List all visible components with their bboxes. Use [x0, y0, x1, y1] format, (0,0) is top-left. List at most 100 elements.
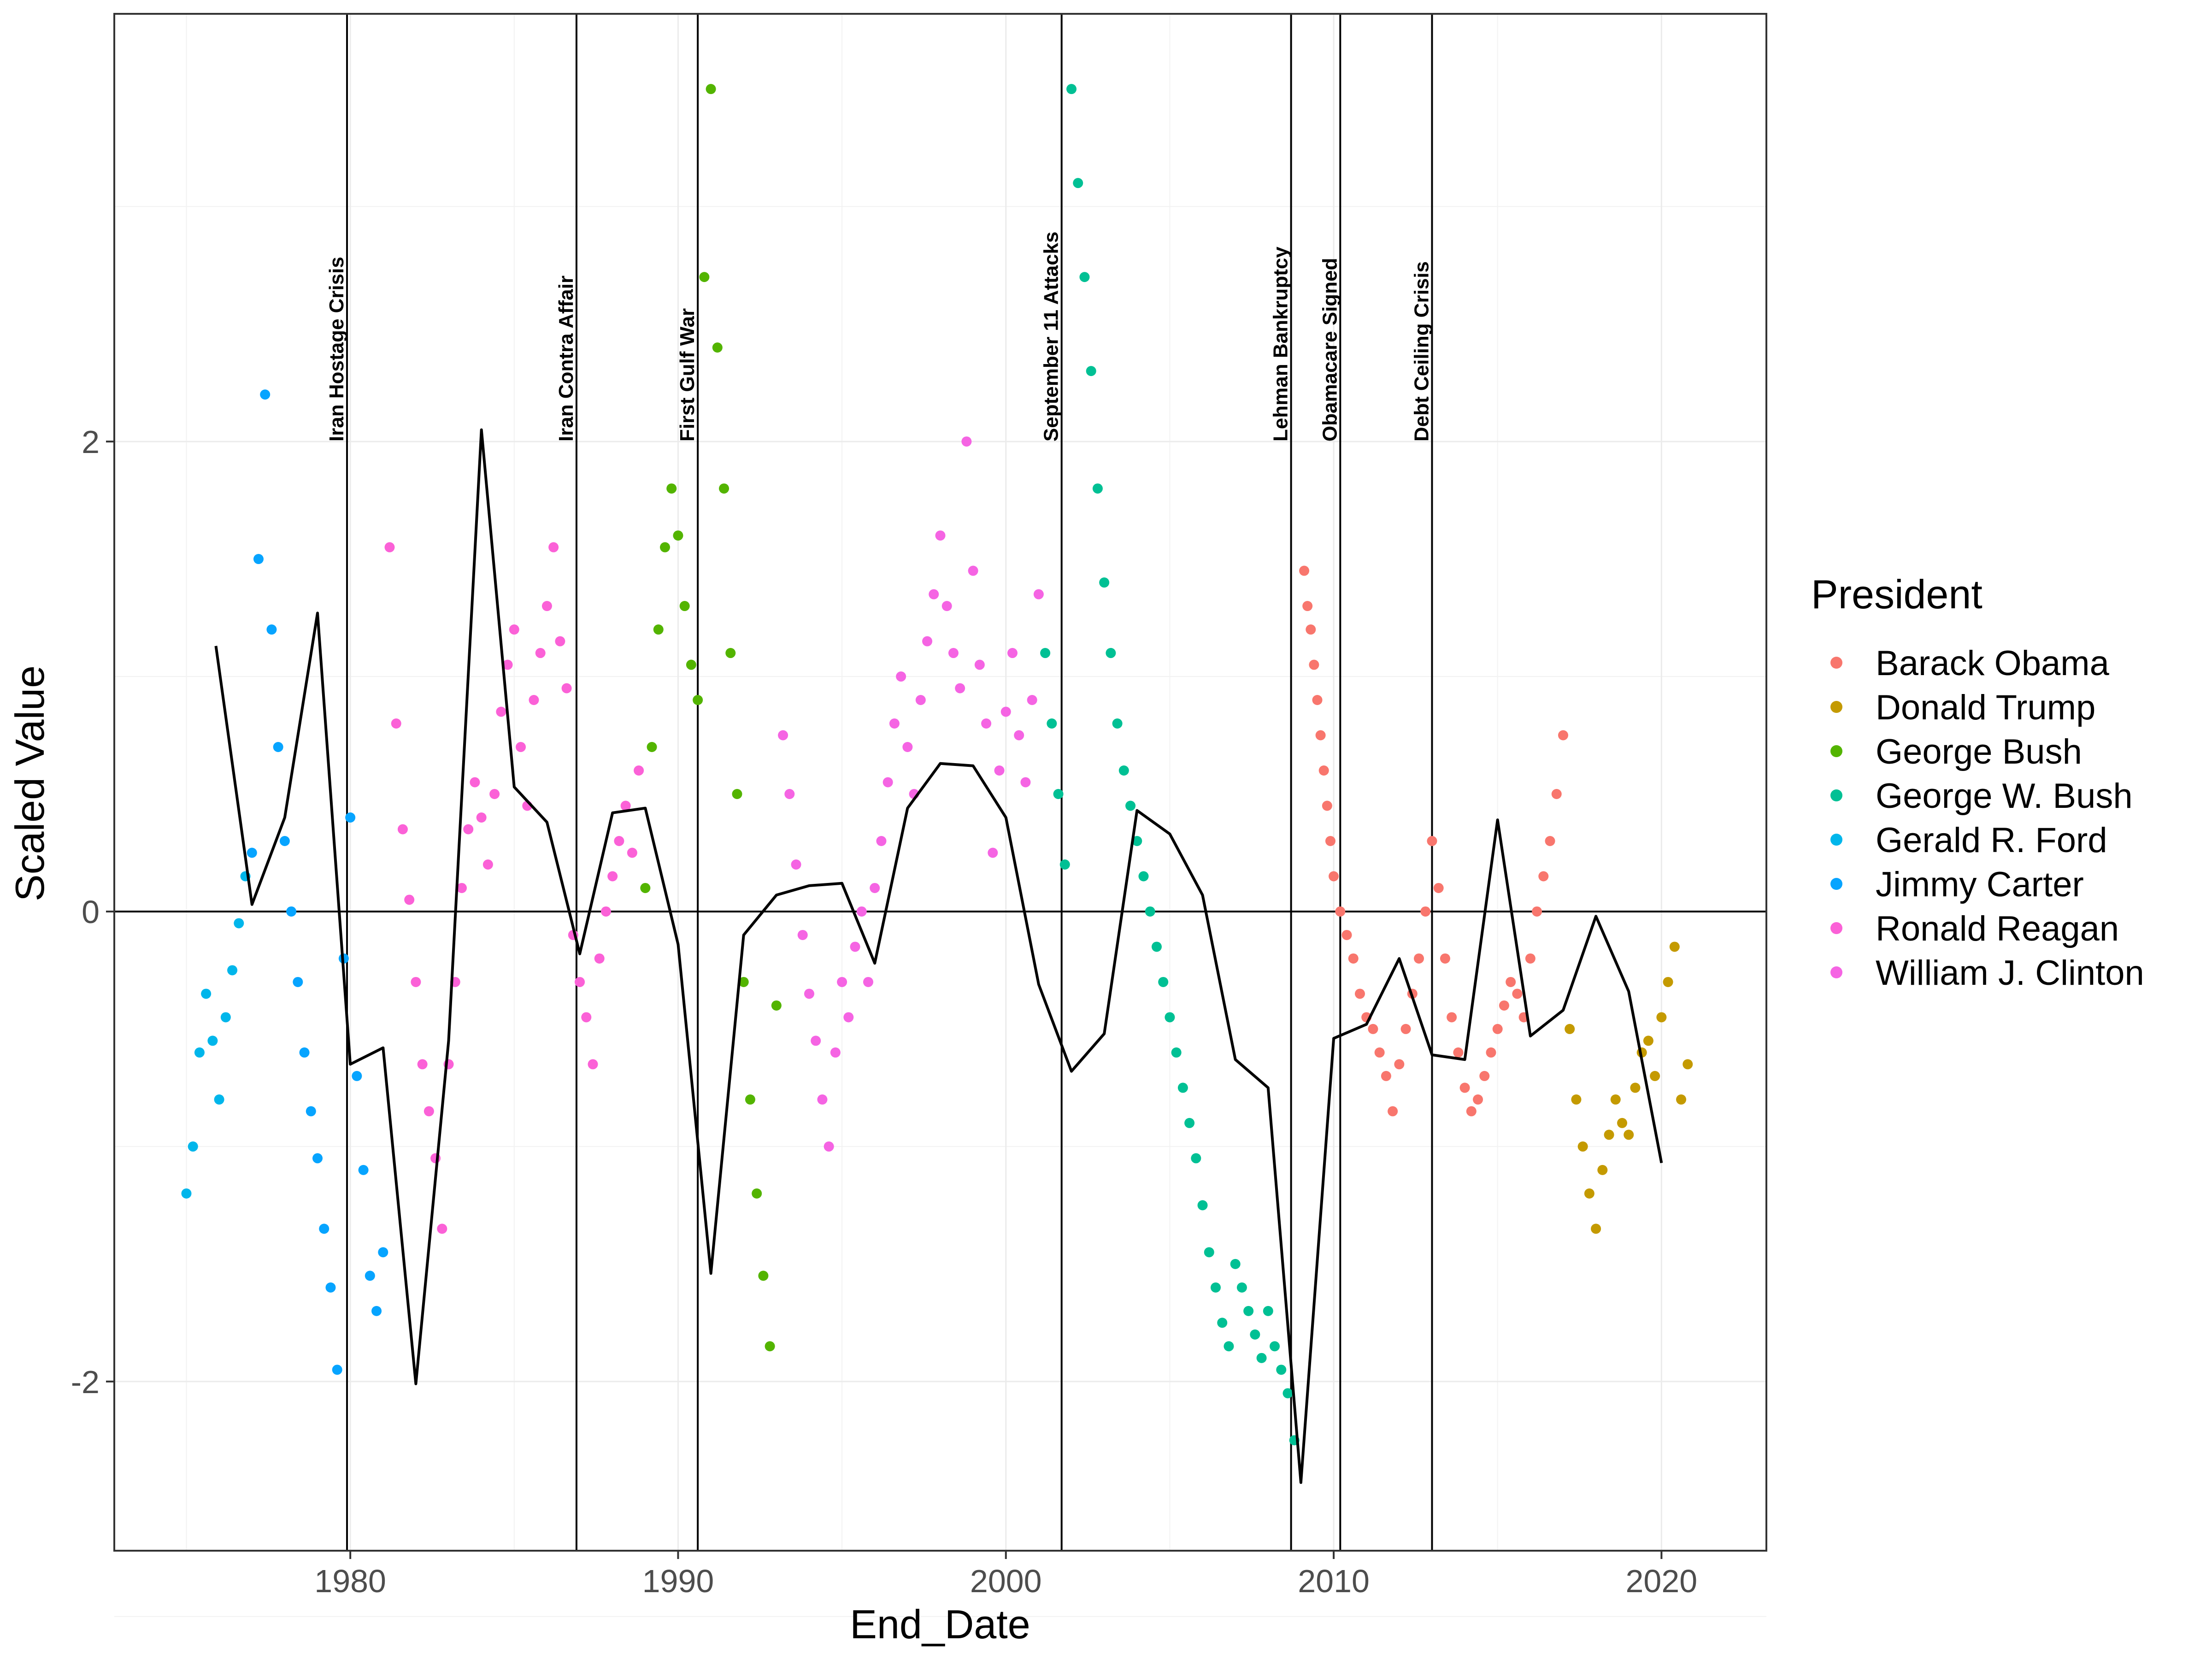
data-point — [555, 636, 565, 647]
data-point — [1512, 988, 1523, 999]
trend-line — [214, 428, 1663, 1484]
data-point — [929, 589, 939, 600]
data-point — [1014, 730, 1024, 741]
data-point — [1597, 1165, 1608, 1175]
data-point — [1459, 1082, 1470, 1093]
data-point — [594, 953, 605, 964]
data-point — [1499, 1000, 1509, 1011]
data-point — [253, 554, 264, 565]
x-tick-label: 1980 — [314, 1563, 386, 1599]
data-point — [1414, 953, 1424, 964]
data-point — [391, 718, 401, 729]
data-point — [1118, 765, 1129, 776]
data-point — [476, 812, 487, 823]
data-point — [417, 1059, 428, 1070]
data-point — [424, 1106, 434, 1117]
data-point — [1427, 835, 1437, 846]
data-point — [358, 1165, 369, 1175]
data-point — [837, 977, 847, 987]
data-point — [1243, 1306, 1254, 1316]
data-point — [758, 1271, 769, 1281]
data-point — [817, 1094, 828, 1105]
data-point — [1066, 84, 1077, 94]
data-point — [1276, 1365, 1287, 1375]
data-point — [181, 1188, 192, 1199]
data-point — [1132, 835, 1142, 846]
data-point — [371, 1306, 382, 1316]
data-point — [1565, 1024, 1575, 1034]
data-point — [1329, 871, 1339, 882]
data-point — [286, 906, 297, 917]
data-point — [352, 1071, 362, 1081]
data-point — [279, 835, 290, 846]
legend-label: Gerald R. Ford — [1876, 821, 2107, 860]
data-point — [1256, 1353, 1267, 1363]
data-point — [1433, 882, 1444, 893]
data-point — [922, 636, 933, 647]
data-point — [1306, 624, 1316, 635]
data-point — [1282, 1388, 1293, 1399]
data-point — [1177, 1082, 1188, 1093]
data-point — [1322, 800, 1332, 811]
data-point — [1007, 648, 1018, 659]
data-point — [1204, 1247, 1214, 1258]
data-point — [614, 835, 624, 846]
data-point — [830, 1047, 841, 1058]
data-point — [194, 1047, 205, 1058]
data-point — [1466, 1106, 1477, 1117]
data-point — [411, 977, 421, 987]
data-point — [1250, 1329, 1260, 1340]
data-point — [706, 84, 716, 94]
data-point — [876, 835, 887, 846]
data-point — [843, 1012, 854, 1023]
data-point — [1545, 835, 1555, 846]
data-point — [207, 1035, 218, 1046]
legend-key — [1830, 701, 1842, 713]
data-point — [332, 1365, 342, 1375]
data-point — [1374, 1047, 1385, 1058]
data-point — [561, 683, 572, 694]
legend-key — [1830, 657, 1842, 669]
data-point — [1033, 589, 1044, 600]
data-point — [882, 777, 893, 788]
data-point — [1440, 953, 1450, 964]
legend-label: Barack Obama — [1876, 644, 2110, 683]
data-point — [273, 742, 283, 753]
data-point — [863, 977, 874, 987]
data-point — [1315, 730, 1326, 741]
data-point — [437, 1224, 447, 1234]
data-point — [227, 965, 238, 976]
event-label: Lehman Bankruptcy — [1270, 247, 1292, 442]
data-point — [1224, 1341, 1234, 1352]
data-point — [607, 871, 618, 882]
data-point — [1624, 1130, 1634, 1140]
data-point — [312, 1153, 323, 1164]
data-point — [266, 624, 277, 635]
data-point — [1165, 1012, 1175, 1023]
data-point — [974, 659, 985, 670]
data-point — [260, 389, 271, 400]
data-point — [856, 906, 867, 917]
data-point — [1230, 1259, 1241, 1269]
data-point — [1151, 941, 1162, 952]
data-point — [1312, 695, 1323, 706]
legend-label: Jimmy Carter — [1876, 865, 2084, 904]
data-point — [889, 718, 900, 729]
data-point — [1643, 1035, 1653, 1046]
data-point — [1335, 906, 1346, 917]
y-tick-label: 2 — [82, 424, 100, 460]
data-point — [1558, 730, 1568, 741]
data-point — [1630, 1082, 1641, 1093]
data-point — [1197, 1200, 1208, 1211]
data-point — [811, 1035, 821, 1046]
data-point — [693, 695, 703, 706]
data-point — [653, 624, 664, 635]
data-point — [1532, 906, 1542, 917]
data-point — [1092, 483, 1103, 494]
data-point — [214, 1094, 224, 1105]
data-point — [1473, 1094, 1483, 1105]
data-point — [1486, 1047, 1496, 1058]
data-point — [896, 671, 906, 682]
plot-background — [114, 14, 1766, 1551]
